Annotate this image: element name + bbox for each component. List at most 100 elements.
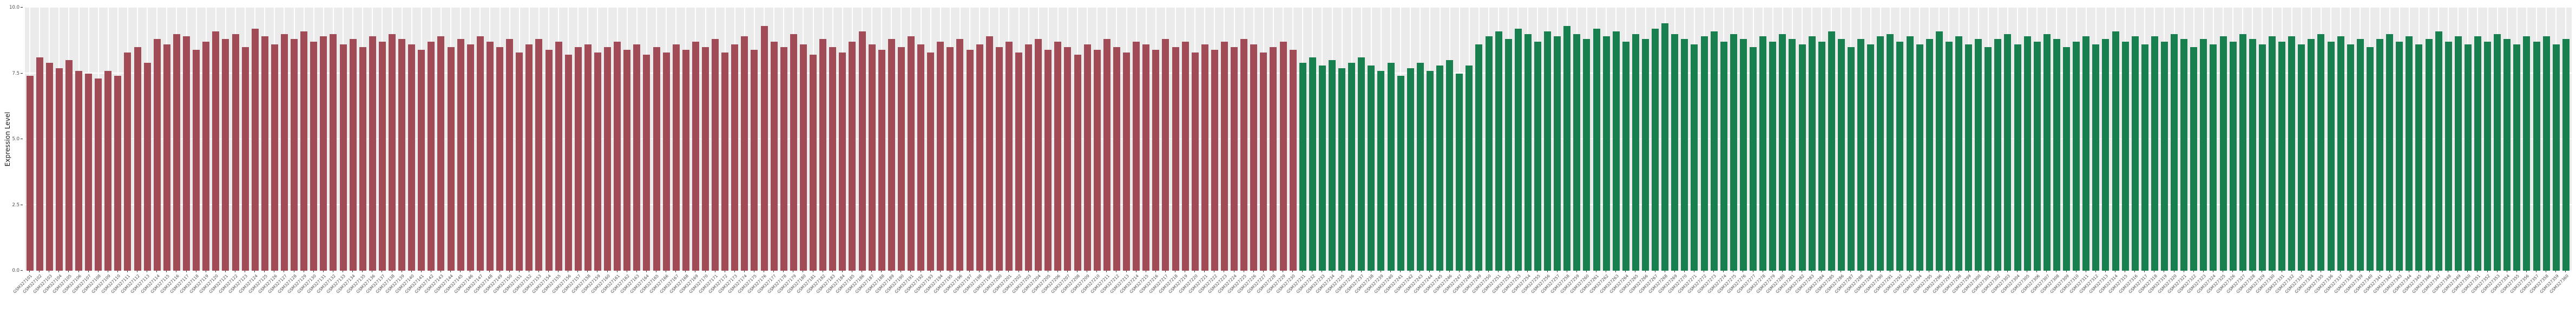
bar-column bbox=[1934, 8, 1944, 271]
x-tick: GSM327202 bbox=[1001, 271, 1023, 313]
bar-column bbox=[1004, 8, 1014, 271]
bar bbox=[2444, 42, 2452, 271]
bar bbox=[2073, 42, 2080, 271]
x-tick: GSM327307 bbox=[2029, 271, 2052, 313]
bar-column bbox=[2395, 8, 2404, 271]
bar-column bbox=[691, 8, 700, 271]
bar-column bbox=[1670, 8, 1680, 271]
x-tick: GSM327243 bbox=[1403, 271, 1425, 313]
x-tick: GSM327137 bbox=[365, 271, 387, 313]
bar-column bbox=[328, 8, 338, 271]
x-tick: GSM327266 bbox=[1628, 271, 1650, 313]
x-tick: GSM327169 bbox=[678, 271, 700, 313]
bar-column bbox=[2042, 8, 2052, 271]
bar bbox=[2219, 36, 2227, 271]
bar bbox=[2053, 39, 2060, 271]
x-tick: GSM327204 bbox=[1021, 271, 1043, 313]
x-tick: GSM327315 bbox=[2108, 271, 2130, 313]
bar-column bbox=[240, 8, 250, 271]
x-tick: GSM327286 bbox=[1824, 271, 1846, 313]
y-axis-ticks: 0.0 2.5 5.0 7.5 10.0 bbox=[0, 5, 24, 273]
bar bbox=[1133, 42, 1140, 271]
bar bbox=[153, 39, 161, 271]
bar bbox=[2258, 44, 2266, 271]
bar bbox=[1896, 42, 1904, 271]
bar bbox=[1358, 57, 1365, 271]
x-tick: GSM327207 bbox=[1050, 271, 1073, 313]
bar-column bbox=[1758, 8, 1768, 271]
x-tick: GSM327106 bbox=[61, 271, 83, 313]
bar bbox=[2033, 42, 2041, 271]
bar-column bbox=[1082, 8, 1092, 271]
x-tick: GSM327291 bbox=[1873, 271, 1895, 313]
bar bbox=[1730, 34, 1737, 271]
x-tick: GSM327248 bbox=[1452, 271, 1474, 313]
x-tick: GSM327117 bbox=[169, 271, 192, 313]
bar-column bbox=[2101, 8, 2111, 271]
bar bbox=[516, 52, 523, 271]
bar-column bbox=[446, 8, 456, 271]
bar bbox=[349, 39, 357, 271]
x-tick: GSM327164 bbox=[629, 271, 652, 313]
bar-column bbox=[2522, 8, 2532, 271]
bar-column bbox=[1357, 8, 1366, 271]
x-tick: GSM327314 bbox=[2098, 271, 2120, 313]
bar-column bbox=[2551, 8, 2561, 271]
bar bbox=[1329, 60, 1336, 271]
bar bbox=[65, 60, 73, 271]
x-tick: GSM327104 bbox=[42, 271, 64, 313]
bar bbox=[614, 42, 621, 271]
x-tick: GSM327344 bbox=[2392, 271, 2414, 313]
bar bbox=[369, 36, 376, 271]
x-tick: GSM327140 bbox=[394, 271, 417, 313]
bar bbox=[2092, 44, 2100, 271]
x-tick: GSM327318 bbox=[2137, 271, 2159, 313]
x-tick: GSM327119 bbox=[188, 271, 211, 313]
bar bbox=[1504, 39, 1512, 271]
bar-column bbox=[573, 8, 583, 271]
x-tick: GSM327161 bbox=[600, 271, 622, 313]
x-tick: GSM327152 bbox=[512, 271, 534, 313]
bar-column bbox=[1523, 8, 1533, 271]
x-tick: GSM327174 bbox=[727, 271, 750, 313]
bar-column bbox=[1249, 8, 1259, 271]
bar bbox=[1015, 52, 1023, 271]
bar-column bbox=[103, 8, 113, 271]
bar-column bbox=[1631, 8, 1640, 271]
x-tick: GSM327203 bbox=[1011, 271, 1034, 313]
bar-column bbox=[750, 8, 759, 271]
bar-column bbox=[367, 8, 377, 271]
bar-column bbox=[583, 8, 593, 271]
bar-column bbox=[1915, 8, 1924, 271]
bar bbox=[1377, 70, 1385, 271]
bar bbox=[45, 63, 53, 271]
bar-column bbox=[1024, 8, 1034, 271]
bar-column bbox=[1885, 8, 1895, 271]
bar-column bbox=[1043, 8, 1053, 271]
x-tick: GSM327355 bbox=[2500, 271, 2522, 313]
x-tick: GSM327162 bbox=[609, 271, 632, 313]
bar bbox=[1152, 49, 1160, 271]
bar-column bbox=[1200, 8, 1210, 271]
x-tick: GSM327345 bbox=[2402, 271, 2424, 313]
bar-column bbox=[563, 8, 573, 271]
bar-column bbox=[260, 8, 270, 271]
bar bbox=[163, 44, 170, 271]
bar bbox=[85, 73, 93, 271]
bar-column bbox=[397, 8, 407, 271]
bar bbox=[134, 47, 141, 271]
bar-column bbox=[2091, 8, 2101, 271]
bar bbox=[1818, 42, 1825, 271]
bar-column bbox=[456, 8, 465, 271]
bar-column bbox=[926, 8, 936, 271]
x-tick: GSM327300 bbox=[1961, 271, 1983, 313]
bar-column bbox=[133, 8, 142, 271]
bar bbox=[1681, 39, 1688, 271]
bar bbox=[1652, 28, 1659, 271]
bar bbox=[378, 42, 386, 271]
bar-column bbox=[1749, 8, 1758, 271]
x-tick: GSM327130 bbox=[296, 271, 319, 313]
bar bbox=[1231, 47, 1238, 271]
bar-column bbox=[1846, 8, 1856, 271]
bar-column bbox=[475, 8, 485, 271]
